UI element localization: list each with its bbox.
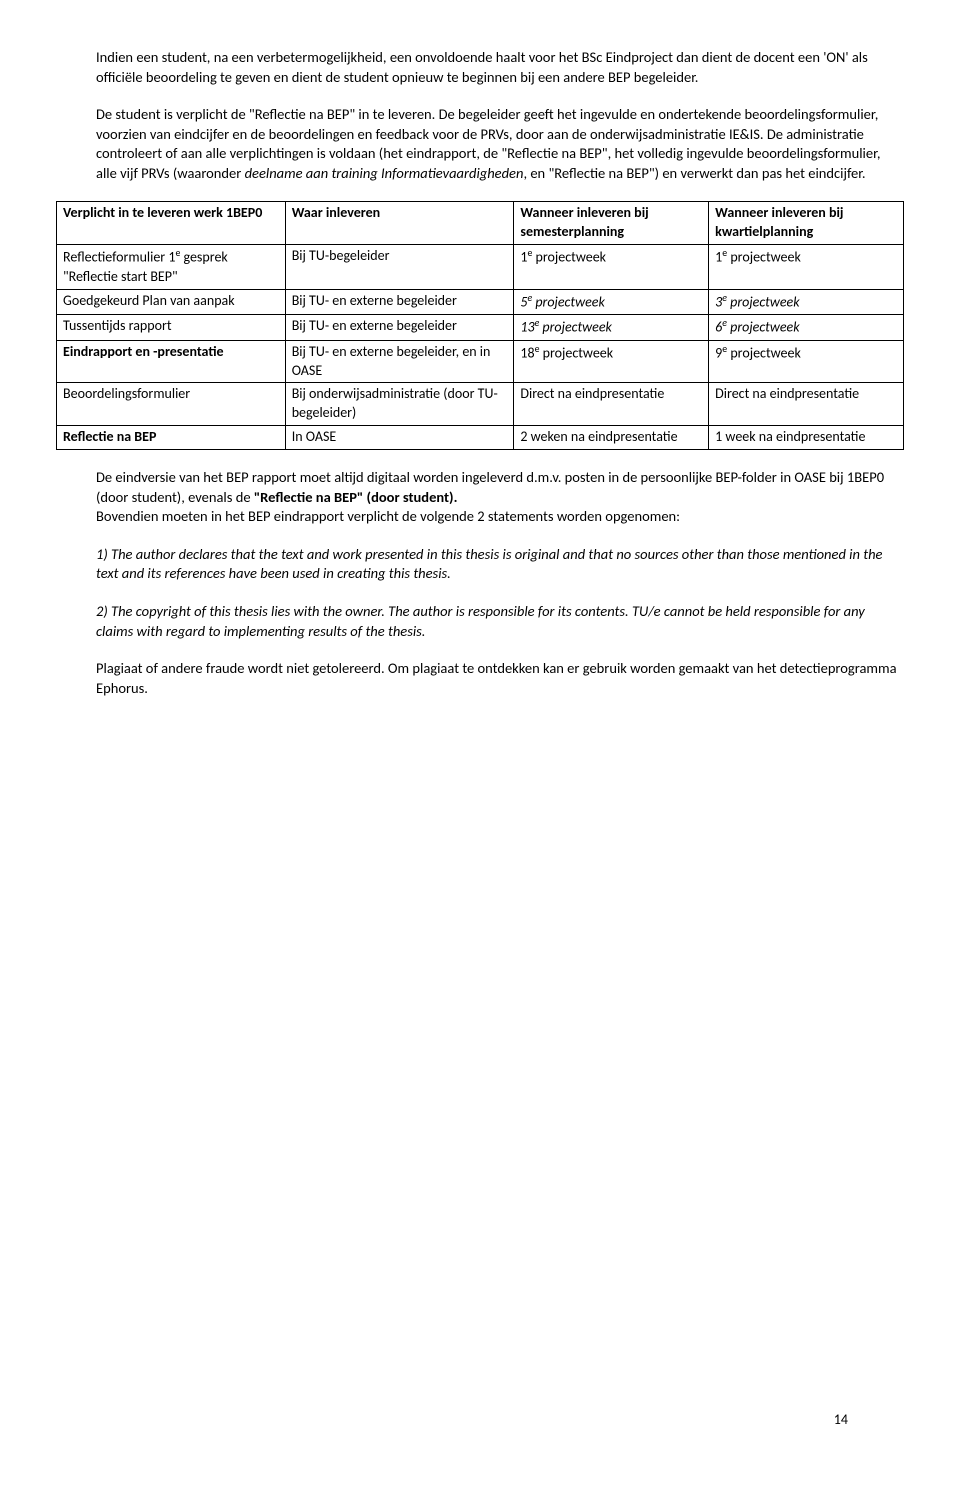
table-cell: 3e projectweek <box>709 289 904 315</box>
table-cell: Direct na eindpresentatie <box>709 383 904 426</box>
paragraph-6: Plagiaat of andere fraude wordt niet get… <box>96 659 904 698</box>
text: Plagiaat of andere fraude wordt niet get… <box>96 659 897 697</box>
table-cell: 6e projectweek <box>709 315 904 341</box>
paragraph-2: De student is verplicht de "Reflectie na… <box>96 105 904 183</box>
table-cell: Direct na eindpresentatie <box>514 383 709 426</box>
table-row: Tussentijds rapportBij TU- en externe be… <box>57 315 904 341</box>
paragraph-3: De eindversie van het BEP rapport moet a… <box>96 468 904 527</box>
table-cell: 5e projectweek <box>514 289 709 315</box>
statement-2: 2) The copyright of this thesis lies wit… <box>96 602 904 641</box>
text: Indien een student, na een verbetermogel… <box>96 48 868 86</box>
table-cell: Reflectieformulier 1e gesprek "Reflectie… <box>57 245 286 289</box>
table-cell: 18e projectweek <box>514 340 709 383</box>
text: 1) The author declares that the text and… <box>96 545 882 583</box>
table-row: Reflectieformulier 1e gesprek "Reflectie… <box>57 245 904 289</box>
text: De eindversie van het BEP rapport moet a… <box>96 468 884 506</box>
text: Bovendien moeten in het BEP eindrapport … <box>96 507 680 525</box>
table-cell: Bij TU- en externe begeleider <box>285 315 514 341</box>
table-row: BeoordelingsformulierBij onderwijsadmini… <box>57 383 904 426</box>
table-cell: Tussentijds rapport <box>57 315 286 341</box>
table-cell: 13e projectweek <box>514 315 709 341</box>
table-cell: 1e projectweek <box>514 245 709 289</box>
statement-1: 1) The author declares that the text and… <box>96 545 904 584</box>
text: , en "Reflectie na BEP") en verwerkt dan… <box>523 164 865 182</box>
table-row: Eindrapport en -presentatieBij TU- en ex… <box>57 340 904 383</box>
table-header: Wanneer inleveren bij semesterplanning <box>514 202 709 245</box>
table-cell: Bij TU- en externe begeleider <box>285 289 514 315</box>
paragraph-1: Indien een student, na een verbetermogel… <box>96 48 904 87</box>
text-italic: 2) The copyright of this thesis lies wit… <box>96 602 629 620</box>
text-bold: "Reflectie na BEP" (door student). <box>254 488 458 506</box>
table-row: Reflectie na BEPIn OASE2 weken na eindpr… <box>57 426 904 450</box>
table-cell: 1 week na eindpresentatie <box>709 426 904 450</box>
table-cell: Bij TU-begeleider <box>285 245 514 289</box>
table-cell: 9e projectweek <box>709 340 904 383</box>
table-header: Verplicht in te leveren werk 1BEP0 <box>57 202 286 245</box>
table-cell: Beoordelingsformulier <box>57 383 286 426</box>
table-header: Waar inleveren <box>285 202 514 245</box>
table-cell: 1e projectweek <box>709 245 904 289</box>
table-cell: Reflectie na BEP <box>57 426 286 450</box>
table-cell: In OASE <box>285 426 514 450</box>
table-header: Wanneer inleveren bij kwartielplanning <box>709 202 904 245</box>
deliverables-table: Verplicht in te leveren werk 1BEP0Waar i… <box>56 201 904 450</box>
table-cell: Eindrapport en -presentatie <box>57 340 286 383</box>
table-cell: Bij TU- en externe begeleider, en in OAS… <box>285 340 514 383</box>
table-cell: 2 weken na eindpresentatie <box>514 426 709 450</box>
table-cell: Bij onderwijsadministratie (door TU-bege… <box>285 383 514 426</box>
table-row: Goedgekeurd Plan van aanpakBij TU- en ex… <box>57 289 904 315</box>
page-number: 14 <box>834 1411 848 1430</box>
table-cell: Goedgekeurd Plan van aanpak <box>57 289 286 315</box>
text-italic: deelname aan training Informatievaardigh… <box>245 164 524 182</box>
